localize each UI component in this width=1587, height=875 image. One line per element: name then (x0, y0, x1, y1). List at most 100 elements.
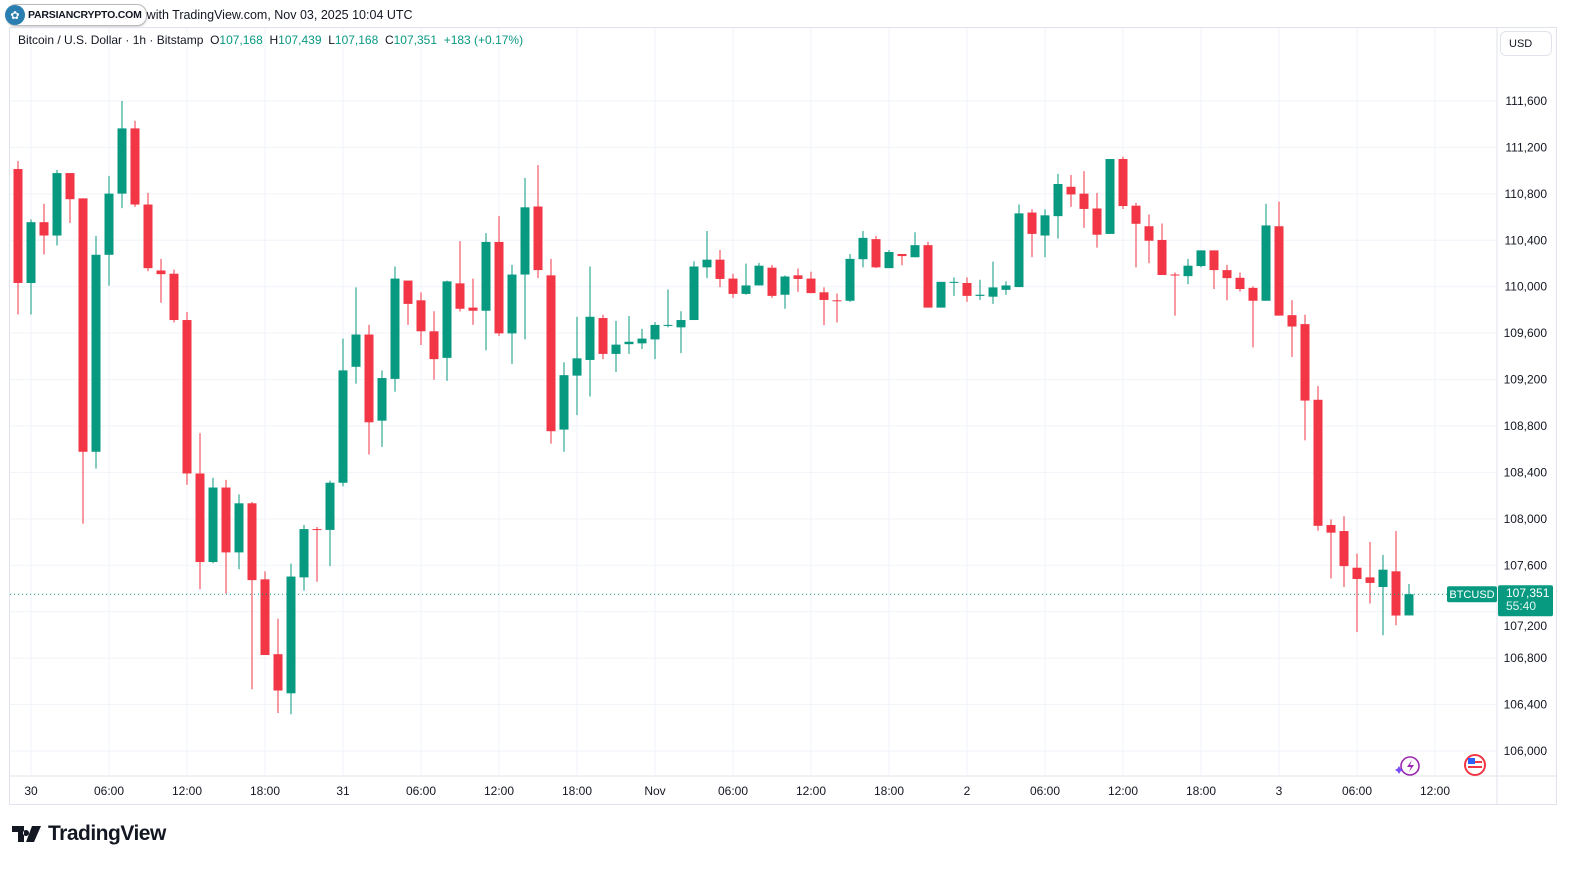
candle-up[interactable] (26, 222, 36, 283)
candle-down[interactable] (1326, 525, 1336, 533)
candle-down[interactable] (1092, 208, 1102, 235)
candle-up[interactable] (637, 338, 647, 344)
candle-down[interactable] (403, 280, 413, 304)
candle-down[interactable] (1144, 226, 1154, 241)
candle-down[interactable] (1352, 567, 1362, 579)
candle-down[interactable] (260, 579, 270, 656)
candle-down[interactable] (1157, 239, 1167, 275)
candle-down[interactable] (819, 292, 829, 300)
candle-down[interactable] (182, 320, 192, 474)
candle-down[interactable] (39, 222, 49, 236)
candle-up[interactable] (91, 254, 101, 452)
candle-down[interactable] (897, 253, 907, 257)
candle-up[interactable] (611, 344, 621, 354)
candle-down[interactable] (247, 503, 257, 581)
candle-up[interactable] (299, 529, 309, 578)
candle-up[interactable] (390, 278, 400, 379)
candle-up[interactable] (208, 487, 218, 563)
candle-up[interactable] (325, 482, 335, 530)
candle-up[interactable] (936, 281, 946, 308)
candle-down[interactable] (1066, 186, 1076, 195)
candle-down[interactable] (533, 206, 543, 271)
candle-up[interactable] (975, 294, 985, 296)
candle-down[interactable] (78, 198, 88, 452)
candle-up[interactable] (481, 241, 491, 311)
candle-up[interactable] (1378, 569, 1388, 587)
candle-up[interactable] (858, 237, 868, 260)
candle-up[interactable] (1040, 215, 1050, 236)
candle-down[interactable] (65, 173, 75, 200)
candle-down[interactable] (1222, 270, 1232, 279)
candle-up[interactable] (1105, 159, 1115, 234)
candle-down[interactable] (1079, 193, 1089, 209)
candle-up[interactable] (910, 245, 920, 258)
candle-down[interactable] (130, 128, 140, 205)
candle-up[interactable] (1053, 183, 1063, 217)
candle-down[interactable] (1274, 226, 1284, 316)
candle-down[interactable] (468, 307, 478, 311)
candle-down[interactable] (1313, 399, 1323, 526)
candle-up[interactable] (52, 173, 62, 236)
currency-button[interactable]: USD (1500, 31, 1552, 56)
candle-down[interactable] (273, 654, 283, 691)
candle-down[interactable] (494, 241, 504, 334)
candle-down[interactable] (598, 318, 608, 354)
candle-up[interactable] (117, 128, 127, 194)
candle-up[interactable] (234, 503, 244, 553)
candle-down[interactable] (767, 267, 777, 296)
candle-up[interactable] (624, 341, 634, 345)
candle-up[interactable] (572, 358, 582, 376)
candle-down[interactable] (312, 529, 322, 531)
candle-down[interactable] (1027, 212, 1037, 234)
candle-up[interactable] (351, 334, 361, 367)
candle-down[interactable] (1339, 531, 1349, 567)
candle-up[interactable] (780, 276, 790, 295)
candle-down[interactable] (195, 473, 205, 563)
candle-up[interactable] (650, 324, 660, 340)
candle-up[interactable] (702, 259, 712, 268)
candle-up[interactable] (104, 193, 114, 255)
candle-down[interactable] (1248, 287, 1258, 301)
candle-up[interactable] (338, 370, 348, 483)
candle-up[interactable] (1261, 225, 1271, 301)
candle-down[interactable] (156, 270, 166, 275)
candle-up[interactable] (1001, 285, 1011, 290)
candle-up[interactable] (741, 285, 751, 294)
candle-down[interactable] (806, 278, 816, 294)
candle-up[interactable] (1404, 594, 1414, 616)
candle-down[interactable] (221, 487, 231, 553)
candle-down[interactable] (429, 331, 439, 360)
candle-up[interactable] (377, 378, 387, 421)
candle-down[interactable] (728, 278, 738, 294)
candle-down[interactable] (923, 245, 933, 308)
candle-down[interactable] (1287, 315, 1297, 327)
candle-up[interactable] (884, 252, 894, 269)
candle-down[interactable] (13, 169, 23, 283)
candle-down[interactable] (1365, 577, 1375, 583)
candle-down[interactable] (1391, 571, 1401, 616)
candle-down[interactable] (1131, 205, 1141, 224)
candle-up[interactable] (845, 258, 855, 301)
candle-up[interactable] (689, 266, 699, 321)
candle-down[interactable] (364, 334, 374, 423)
tradingview-footer[interactable]: TradingView (12, 822, 166, 846)
candle-down[interactable] (1118, 159, 1128, 207)
candle-up[interactable] (1196, 250, 1206, 267)
candle-down[interactable] (546, 275, 556, 432)
candle-down[interactable] (715, 259, 725, 279)
candle-up[interactable] (949, 281, 959, 283)
candle-up[interactable] (520, 207, 530, 275)
candle-up[interactable] (1014, 213, 1024, 288)
candle-down[interactable] (793, 275, 803, 279)
candle-down[interactable] (832, 300, 842, 302)
candle-down[interactable] (1300, 324, 1310, 401)
candle-down[interactable] (962, 283, 972, 296)
candle-down[interactable] (1209, 250, 1219, 271)
candle-down[interactable] (416, 300, 426, 332)
candle-down[interactable] (871, 239, 881, 268)
candle-down[interactable] (169, 273, 179, 321)
symbol-title[interactable]: Bitcoin / U.S. Dollar · 1h · Bitstamp (18, 33, 204, 47)
lightning-icon[interactable] (1400, 756, 1420, 776)
candle-up[interactable] (988, 287, 998, 297)
